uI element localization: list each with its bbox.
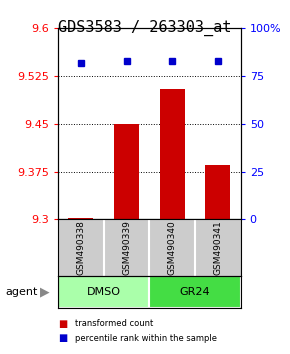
Text: ▶: ▶ [40, 286, 50, 298]
Bar [205, 165, 231, 219]
Text: transformed count: transformed count [75, 319, 154, 329]
Bar [58, 276, 149, 308]
Bar [114, 124, 139, 219]
Bar [68, 218, 93, 219]
Text: GDS3583 / 263303_at: GDS3583 / 263303_at [58, 19, 232, 36]
Text: percentile rank within the sample: percentile rank within the sample [75, 333, 218, 343]
Text: agent: agent [6, 287, 38, 297]
Bar [160, 89, 185, 219]
Text: DMSO: DMSO [87, 287, 121, 297]
Text: GSM490340: GSM490340 [168, 221, 177, 275]
Text: ■: ■ [58, 333, 67, 343]
Text: GSM490339: GSM490339 [122, 220, 131, 275]
Text: ■: ■ [58, 319, 67, 329]
Text: GSM490341: GSM490341 [213, 221, 222, 275]
Text: GSM490338: GSM490338 [76, 220, 85, 275]
Text: GR24: GR24 [180, 287, 210, 297]
Bar [149, 276, 241, 308]
